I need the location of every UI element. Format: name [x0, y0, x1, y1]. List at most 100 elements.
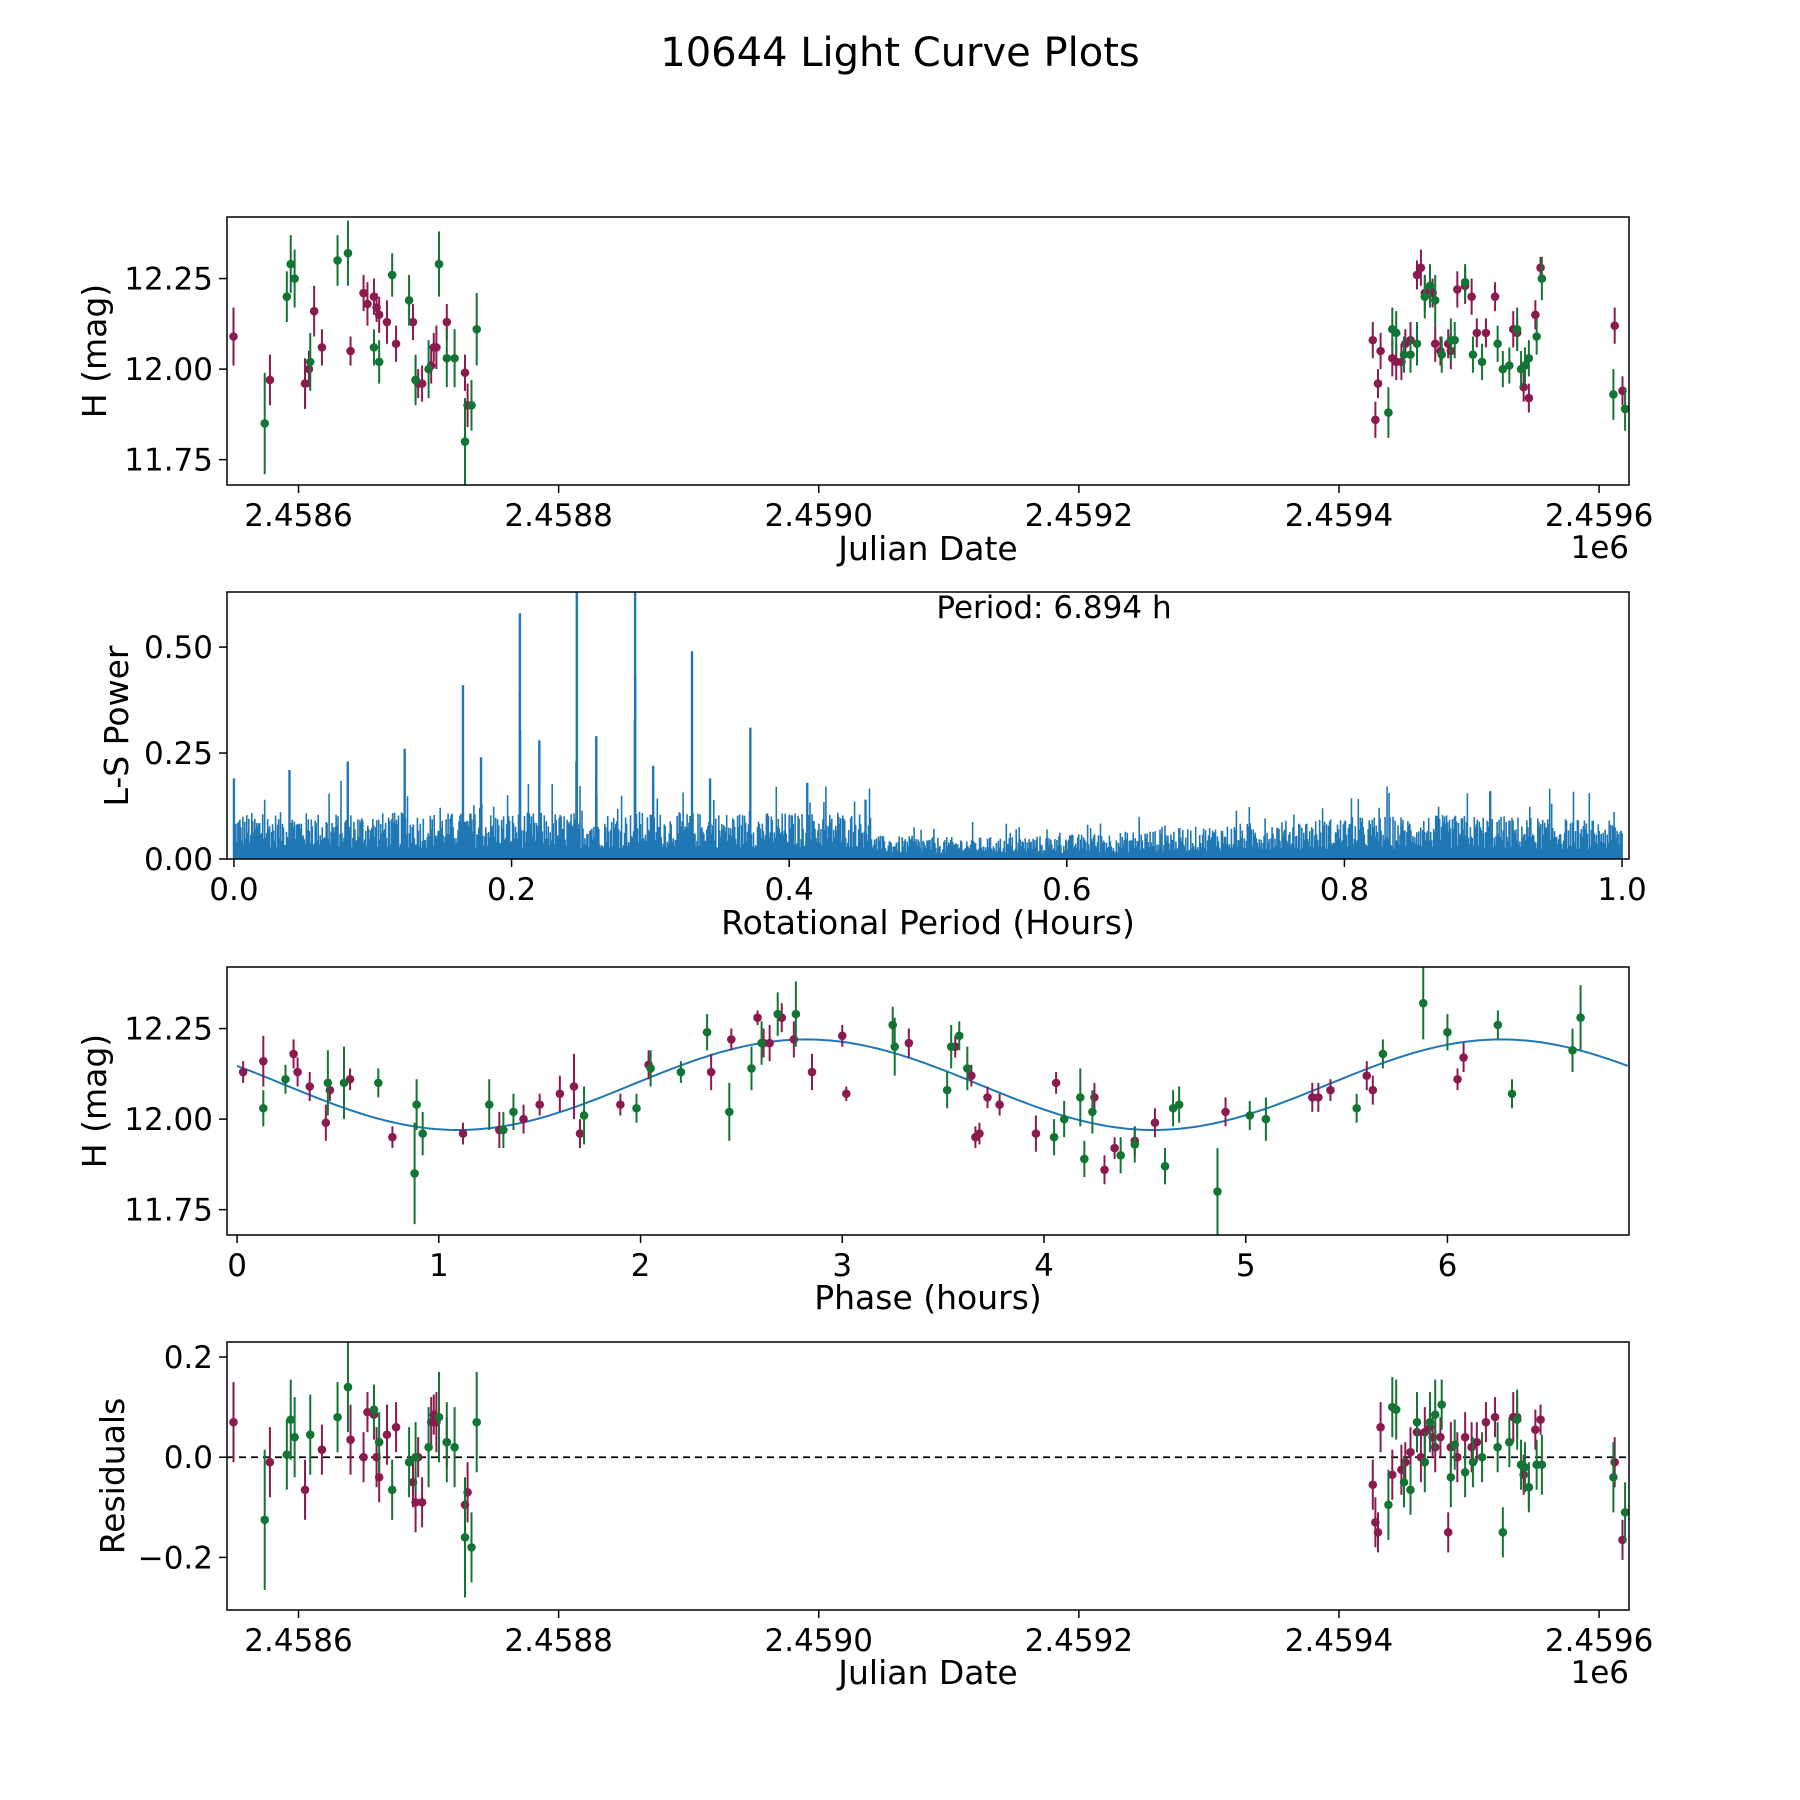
lightcurve-point [229, 332, 238, 341]
phase-point [616, 1100, 625, 1109]
lightcurve-ticks: 2.4586 2.4588 2.4590 2.4592 2.4594 2.4596 11.7… [124, 262, 1653, 534]
phase-point [259, 1103, 268, 1113]
residuals-point [1498, 1528, 1508, 1537]
lightcurve-point [1481, 328, 1491, 338]
periodogram-xtick-label: 1.0 [1597, 872, 1646, 908]
phase-point [1568, 1045, 1577, 1055]
phase-point [1493, 1020, 1503, 1030]
phase-ytick-label: 12.25 [124, 1012, 213, 1048]
residuals-point [1373, 1528, 1383, 1537]
residuals-point [1531, 1425, 1540, 1434]
phase-point [963, 1064, 972, 1073]
periodogram-xtick-label: 0.4 [765, 872, 814, 908]
lightcurve-point [1460, 277, 1470, 287]
phase-point [575, 1129, 585, 1138]
phase-point [1507, 1089, 1517, 1099]
lightcurve-point [1505, 361, 1514, 370]
residuals-point [472, 1417, 482, 1427]
residuals-point [1387, 1470, 1397, 1480]
lightcurve-point [404, 295, 414, 305]
phase-point [1130, 1140, 1140, 1149]
phase-point [632, 1103, 641, 1113]
lightcurve-xtick-label: 2.4590 [765, 498, 873, 534]
lightcurve-point [1531, 310, 1540, 320]
lightcurve-point [442, 353, 452, 363]
lightcurve-ylabel: H (mag) [75, 284, 114, 418]
residuals-xtick-label: 2.4592 [1025, 1623, 1133, 1659]
phase-point [1110, 1143, 1119, 1153]
phase-xtick-label: 0 [227, 1248, 247, 1284]
phase-point [1453, 1074, 1462, 1084]
lightcurve-point [1420, 292, 1430, 301]
phase-point [1443, 1027, 1452, 1037]
phase-xtick-label: 1 [429, 1248, 449, 1284]
residuals-point [387, 1485, 397, 1495]
lightcurve-series-series_b [260, 220, 1629, 485]
lightcurve-point [1477, 357, 1487, 367]
residuals-point [460, 1533, 470, 1542]
phase-point [323, 1078, 333, 1088]
residuals-xtick-label: 2.4590 [765, 1623, 873, 1659]
phase-point [293, 1067, 302, 1077]
residuals-ytick-label: 0.0 [164, 1440, 213, 1476]
phase-point [418, 1129, 427, 1138]
lightcurve-point [1384, 408, 1393, 417]
residuals-point [286, 1415, 296, 1424]
residuals-point [1391, 1405, 1401, 1414]
phase-point [975, 1129, 984, 1138]
phase-point [890, 1042, 900, 1051]
residuals-series-series_b [260, 1342, 1629, 1598]
lightcurve-point [1472, 328, 1482, 338]
residuals-point [282, 1450, 292, 1460]
residuals-point [300, 1485, 310, 1495]
lightcurve-point [1536, 263, 1545, 273]
phase-point [753, 1013, 762, 1023]
phase-point [1576, 1013, 1585, 1023]
lightcurve-point [317, 343, 327, 352]
phase-point [1174, 1100, 1184, 1109]
residuals-point [1406, 1485, 1415, 1495]
phase-point [1116, 1151, 1125, 1160]
residuals-point [1399, 1477, 1409, 1487]
phase-point [1307, 1093, 1317, 1102]
phase-point [579, 1111, 589, 1120]
lightcurve-ytick-label: 11.75 [124, 443, 213, 479]
phase-ylabel: H (mag) [75, 1034, 114, 1168]
lightcurve-point [1609, 390, 1618, 399]
lightcurve-point [472, 324, 482, 334]
residuals-point [1376, 1422, 1385, 1432]
periodogram-xlabel: Rotational Period (Hours) [721, 903, 1135, 942]
residuals-point [363, 1407, 372, 1417]
residuals-point [260, 1515, 270, 1525]
residuals-plot-area [227, 1342, 1629, 1598]
residuals-point [1460, 1467, 1470, 1477]
figure-title: 10644 Light Curve Plots [660, 30, 1139, 76]
residuals-point [1443, 1528, 1453, 1537]
lightcurve-point [411, 375, 420, 385]
residuals-point [442, 1437, 452, 1447]
phase-point [727, 1035, 736, 1044]
lightcurve-x-offset: 1e6 [1570, 530, 1629, 566]
residuals-point [1468, 1457, 1478, 1467]
residuals-point [1524, 1482, 1534, 1492]
phase-ytick-label: 11.75 [124, 1193, 213, 1229]
lightcurve-point [1376, 346, 1385, 356]
periodogram-frame [226, 591, 1630, 860]
lightcurve-point [408, 317, 418, 327]
residuals-point [417, 1497, 427, 1507]
residuals-xtick-label: 2.4596 [1545, 1623, 1653, 1659]
phase-point [757, 1038, 766, 1048]
lightcurve-point [1512, 324, 1522, 334]
phase-point [1352, 1103, 1361, 1113]
lightcurve-point [1467, 292, 1476, 301]
phase-point [773, 1009, 783, 1019]
phase-point [1261, 1114, 1271, 1124]
residuals-point [1620, 1508, 1629, 1517]
lightcurve-point [1493, 339, 1502, 349]
lightcurve-point [305, 357, 315, 367]
residuals-ytick-label: 0.2 [164, 1340, 213, 1376]
residuals-point [265, 1457, 275, 1467]
phase-point [807, 1067, 817, 1077]
phase-point [484, 1100, 494, 1109]
